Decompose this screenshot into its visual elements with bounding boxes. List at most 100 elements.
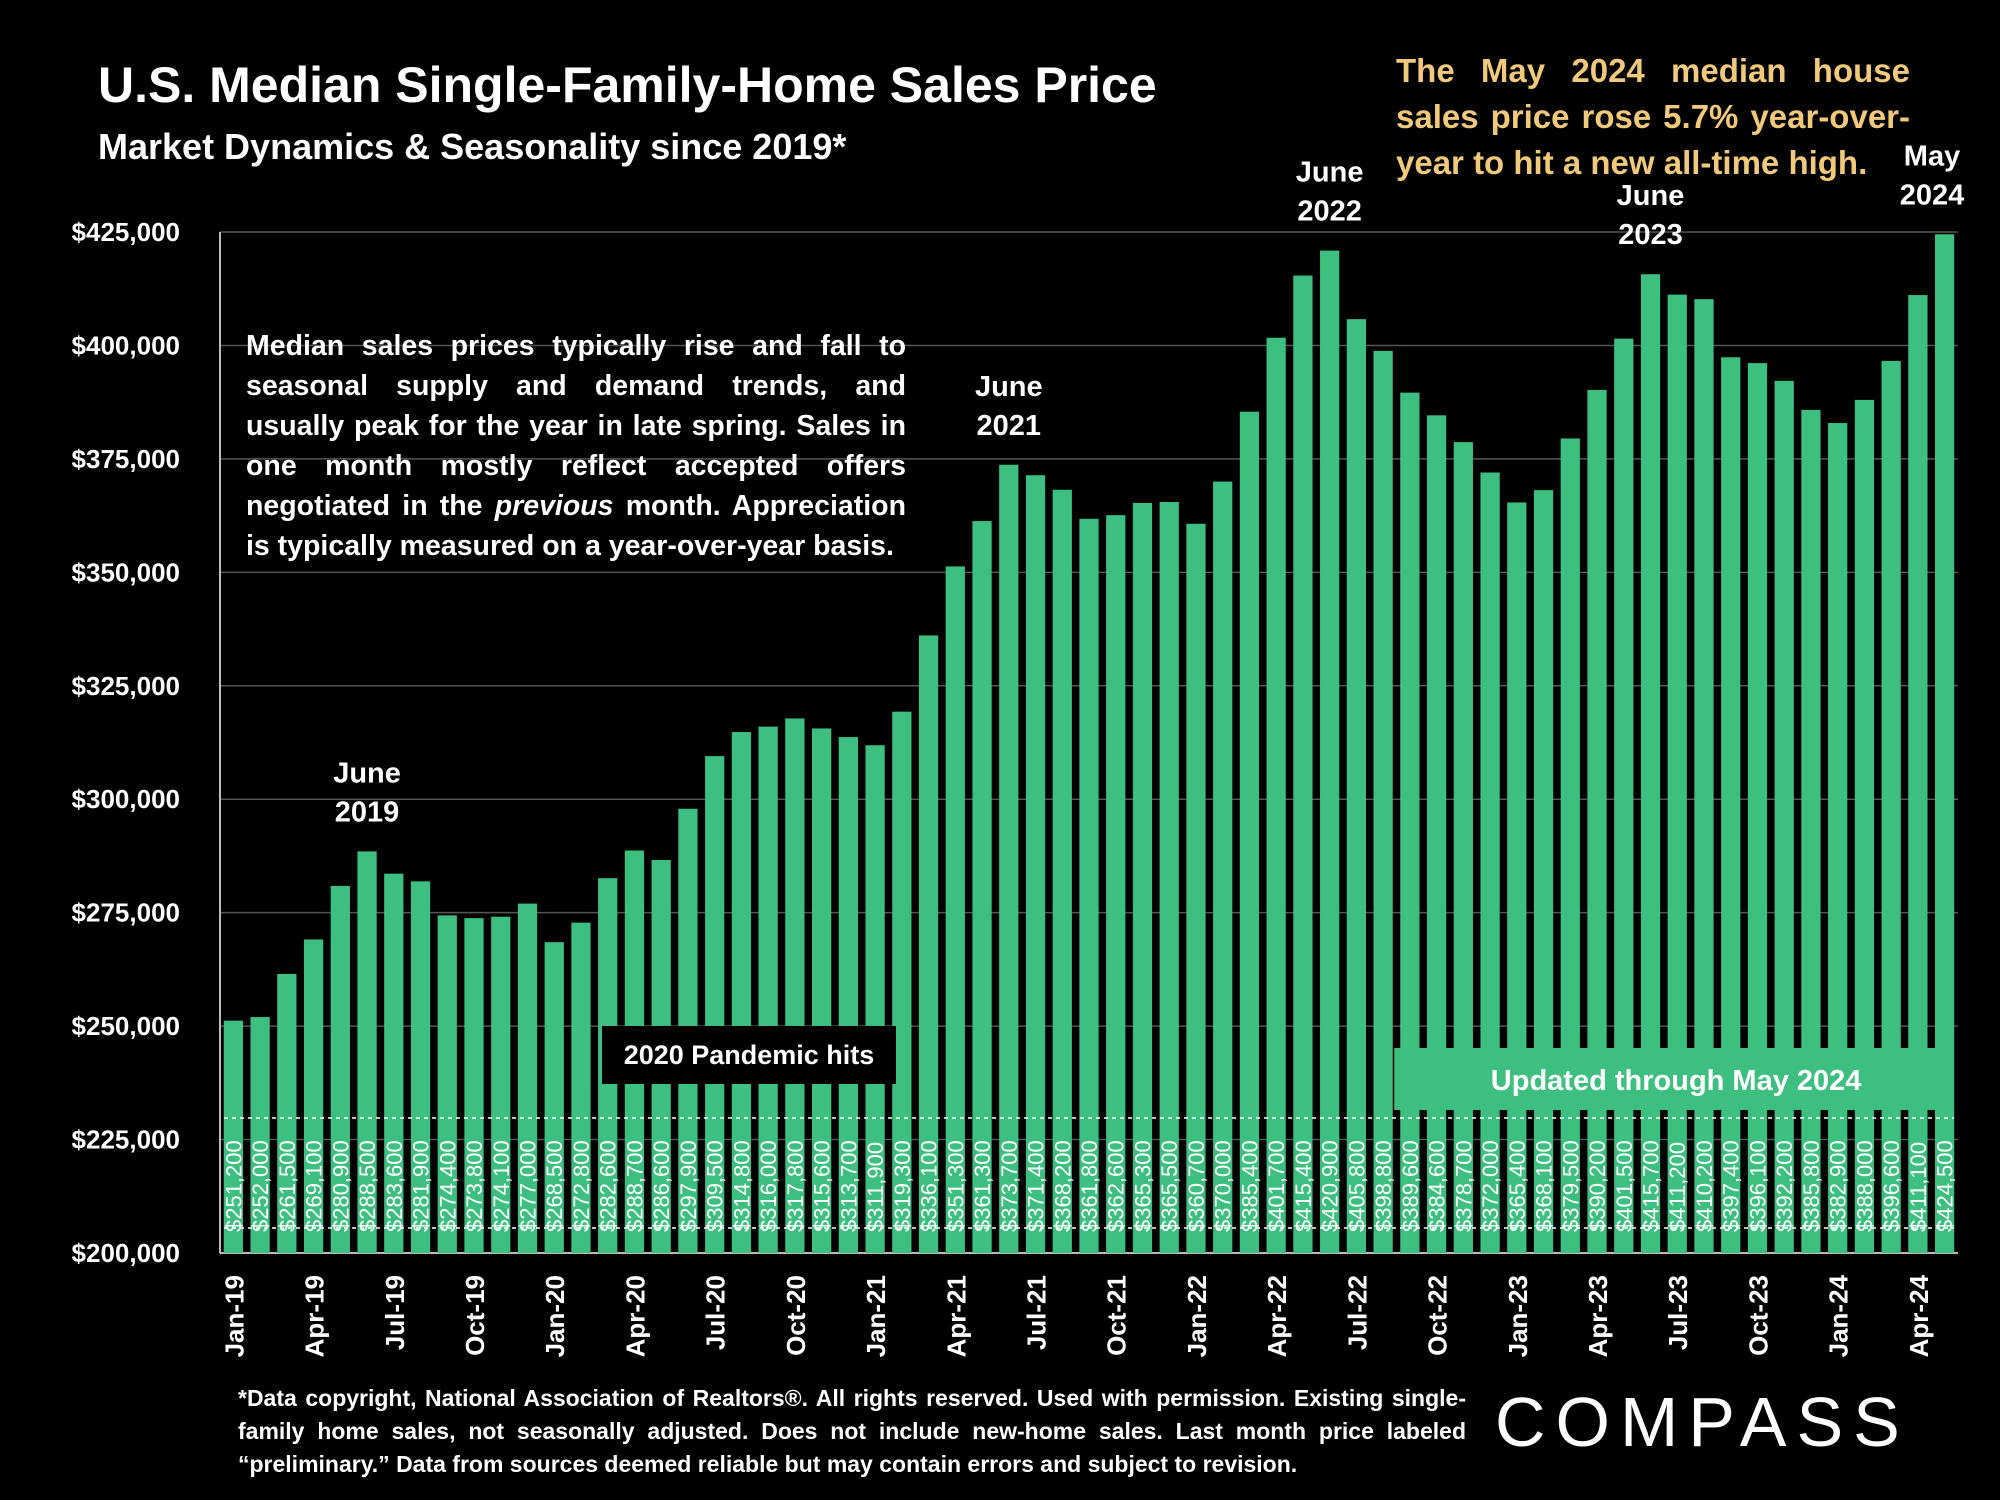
bar [1694, 299, 1714, 1253]
bar-value-label: $365,300 [1130, 1140, 1155, 1232]
bar-value-label: $379,500 [1558, 1140, 1583, 1232]
bars: Updated through May 2024 $251,200 $252,000… [221, 234, 1958, 1254]
y-tick-label: $425,000 [72, 217, 180, 247]
bar-value-label: $378,700 [1451, 1140, 1476, 1232]
x-tick-label: Jan-21 [861, 1275, 891, 1357]
annotation-line: May [1904, 140, 1960, 172]
bar [1186, 523, 1206, 1253]
y-tick-label: $275,000 [72, 898, 180, 928]
bar [1400, 392, 1420, 1253]
bar-value-label: $371,400 [1024, 1140, 1049, 1232]
y-tick-label: $400,000 [72, 330, 180, 360]
bar [437, 915, 457, 1253]
bar-value-label: $388,000 [1852, 1140, 1877, 1232]
y-tick-label: $375,000 [72, 444, 180, 474]
x-tick-label: Oct-19 [460, 1275, 490, 1356]
bar-value-label: $382,900 [1826, 1140, 1851, 1232]
chart-callouts: 2020 Pandemic hits [602, 1026, 896, 1084]
x-tick-label: Oct-20 [781, 1275, 811, 1356]
x-tick-label: Jan-19 [219, 1275, 249, 1357]
bar-value-label: $319,300 [890, 1140, 915, 1232]
bar [945, 566, 965, 1253]
pandemic-callout-text: 2020 Pandemic hits [624, 1040, 875, 1070]
x-tick-label: Jan-23 [1503, 1275, 1533, 1357]
bar-value-label: $368,100 [1532, 1140, 1557, 1232]
bar [1320, 250, 1340, 1254]
x-tick-label: Jul-23 [1663, 1275, 1693, 1350]
bar [1614, 338, 1634, 1253]
bar-value-label: $362,600 [1104, 1140, 1129, 1232]
bar [1025, 475, 1046, 1254]
bar-value-label: $273,800 [462, 1140, 487, 1232]
bar-value-label: $317,800 [783, 1140, 808, 1232]
x-tick-label: Oct-23 [1743, 1275, 1773, 1356]
x-tick-label: Apr-23 [1583, 1275, 1613, 1357]
bar-value-label: $251,200 [221, 1140, 246, 1232]
annotation-line: 2022 [1297, 196, 1362, 228]
annotation-line: 2023 [1618, 219, 1683, 251]
updated-callout: Updated through May 2024 [1394, 1048, 1952, 1110]
bar [384, 873, 404, 1253]
y-tick-label: $250,000 [72, 1011, 180, 1041]
footnote: *Data copyright, National Association of… [238, 1385, 1466, 1477]
annotation-line: 2024 [1900, 179, 1965, 211]
bar [1533, 490, 1554, 1253]
bar [223, 1020, 243, 1253]
y-tick-label: $225,000 [72, 1125, 180, 1155]
y-tick-label: $350,000 [72, 557, 180, 587]
bar [1747, 363, 1768, 1253]
updated-callout-box [1394, 1048, 1952, 1110]
bar [1854, 399, 1875, 1253]
bar-value-label: $351,300 [943, 1140, 968, 1232]
x-tick-label: Jul-22 [1342, 1275, 1372, 1350]
chart-subtitle: Market Dynamics & Seasonality since 2019… [98, 126, 847, 167]
peak-annotation: June 2019 [333, 757, 401, 828]
bar-value-label: $283,600 [382, 1140, 407, 1232]
bar-value-label: $268,500 [542, 1140, 567, 1232]
bar [357, 851, 377, 1253]
bar [464, 918, 484, 1253]
bar-value-label: $309,500 [703, 1140, 728, 1232]
bar-value-label: $365,500 [1157, 1140, 1182, 1232]
bar [517, 903, 538, 1253]
intro-text-before: Median sales prices typically rise and f… [246, 330, 906, 522]
bar [1052, 489, 1072, 1253]
bar-value-label: $415,400 [1291, 1140, 1316, 1232]
bar [1721, 357, 1741, 1253]
bar [1106, 515, 1126, 1253]
bar-value-label: $297,900 [676, 1140, 701, 1232]
bar [1667, 294, 1687, 1253]
x-tick-label: Apr-21 [941, 1275, 971, 1357]
bar-value-label: $315,600 [810, 1140, 835, 1232]
bar [705, 756, 725, 1253]
y-axis-labels: $200,000 $225,000 $250,000 $275,000 $300,000… [72, 217, 180, 1268]
x-tick-label: Apr-22 [1262, 1275, 1292, 1357]
headline-callout: The May 2024 median house sales price ro… [1396, 52, 1910, 181]
bar-value-label: $272,800 [569, 1140, 594, 1232]
bar [999, 464, 1019, 1254]
x-tick-label: Jul-20 [701, 1275, 731, 1350]
bar [491, 916, 511, 1253]
bar-value-label: $389,600 [1398, 1140, 1423, 1232]
bar [1801, 409, 1821, 1254]
bar [250, 1017, 270, 1253]
bar [277, 973, 297, 1253]
annotation-line: June [975, 371, 1043, 403]
bar [1132, 502, 1153, 1253]
bar [811, 728, 832, 1253]
bar [303, 939, 324, 1253]
x-tick-label: Oct-22 [1423, 1275, 1453, 1356]
bar-value-label: $313,700 [836, 1140, 861, 1232]
bar-value-label: $392,200 [1772, 1140, 1797, 1232]
bar [1346, 319, 1367, 1253]
bar [1293, 275, 1313, 1254]
bar-value-label: $420,900 [1318, 1140, 1343, 1232]
bar-value-label: $424,500 [1933, 1140, 1958, 1232]
value-label-strip: $251,200 $252,000 $261,500 $269,100 $280,900… [221, 1117, 1958, 1232]
bar [1881, 360, 1901, 1253]
bar [865, 745, 885, 1253]
x-tick-label: Apr-19 [300, 1275, 330, 1357]
pandemic-callout-box [602, 1026, 896, 1084]
bar-value-label: $365,400 [1505, 1140, 1530, 1232]
bar-value-label: $415,700 [1639, 1140, 1664, 1232]
